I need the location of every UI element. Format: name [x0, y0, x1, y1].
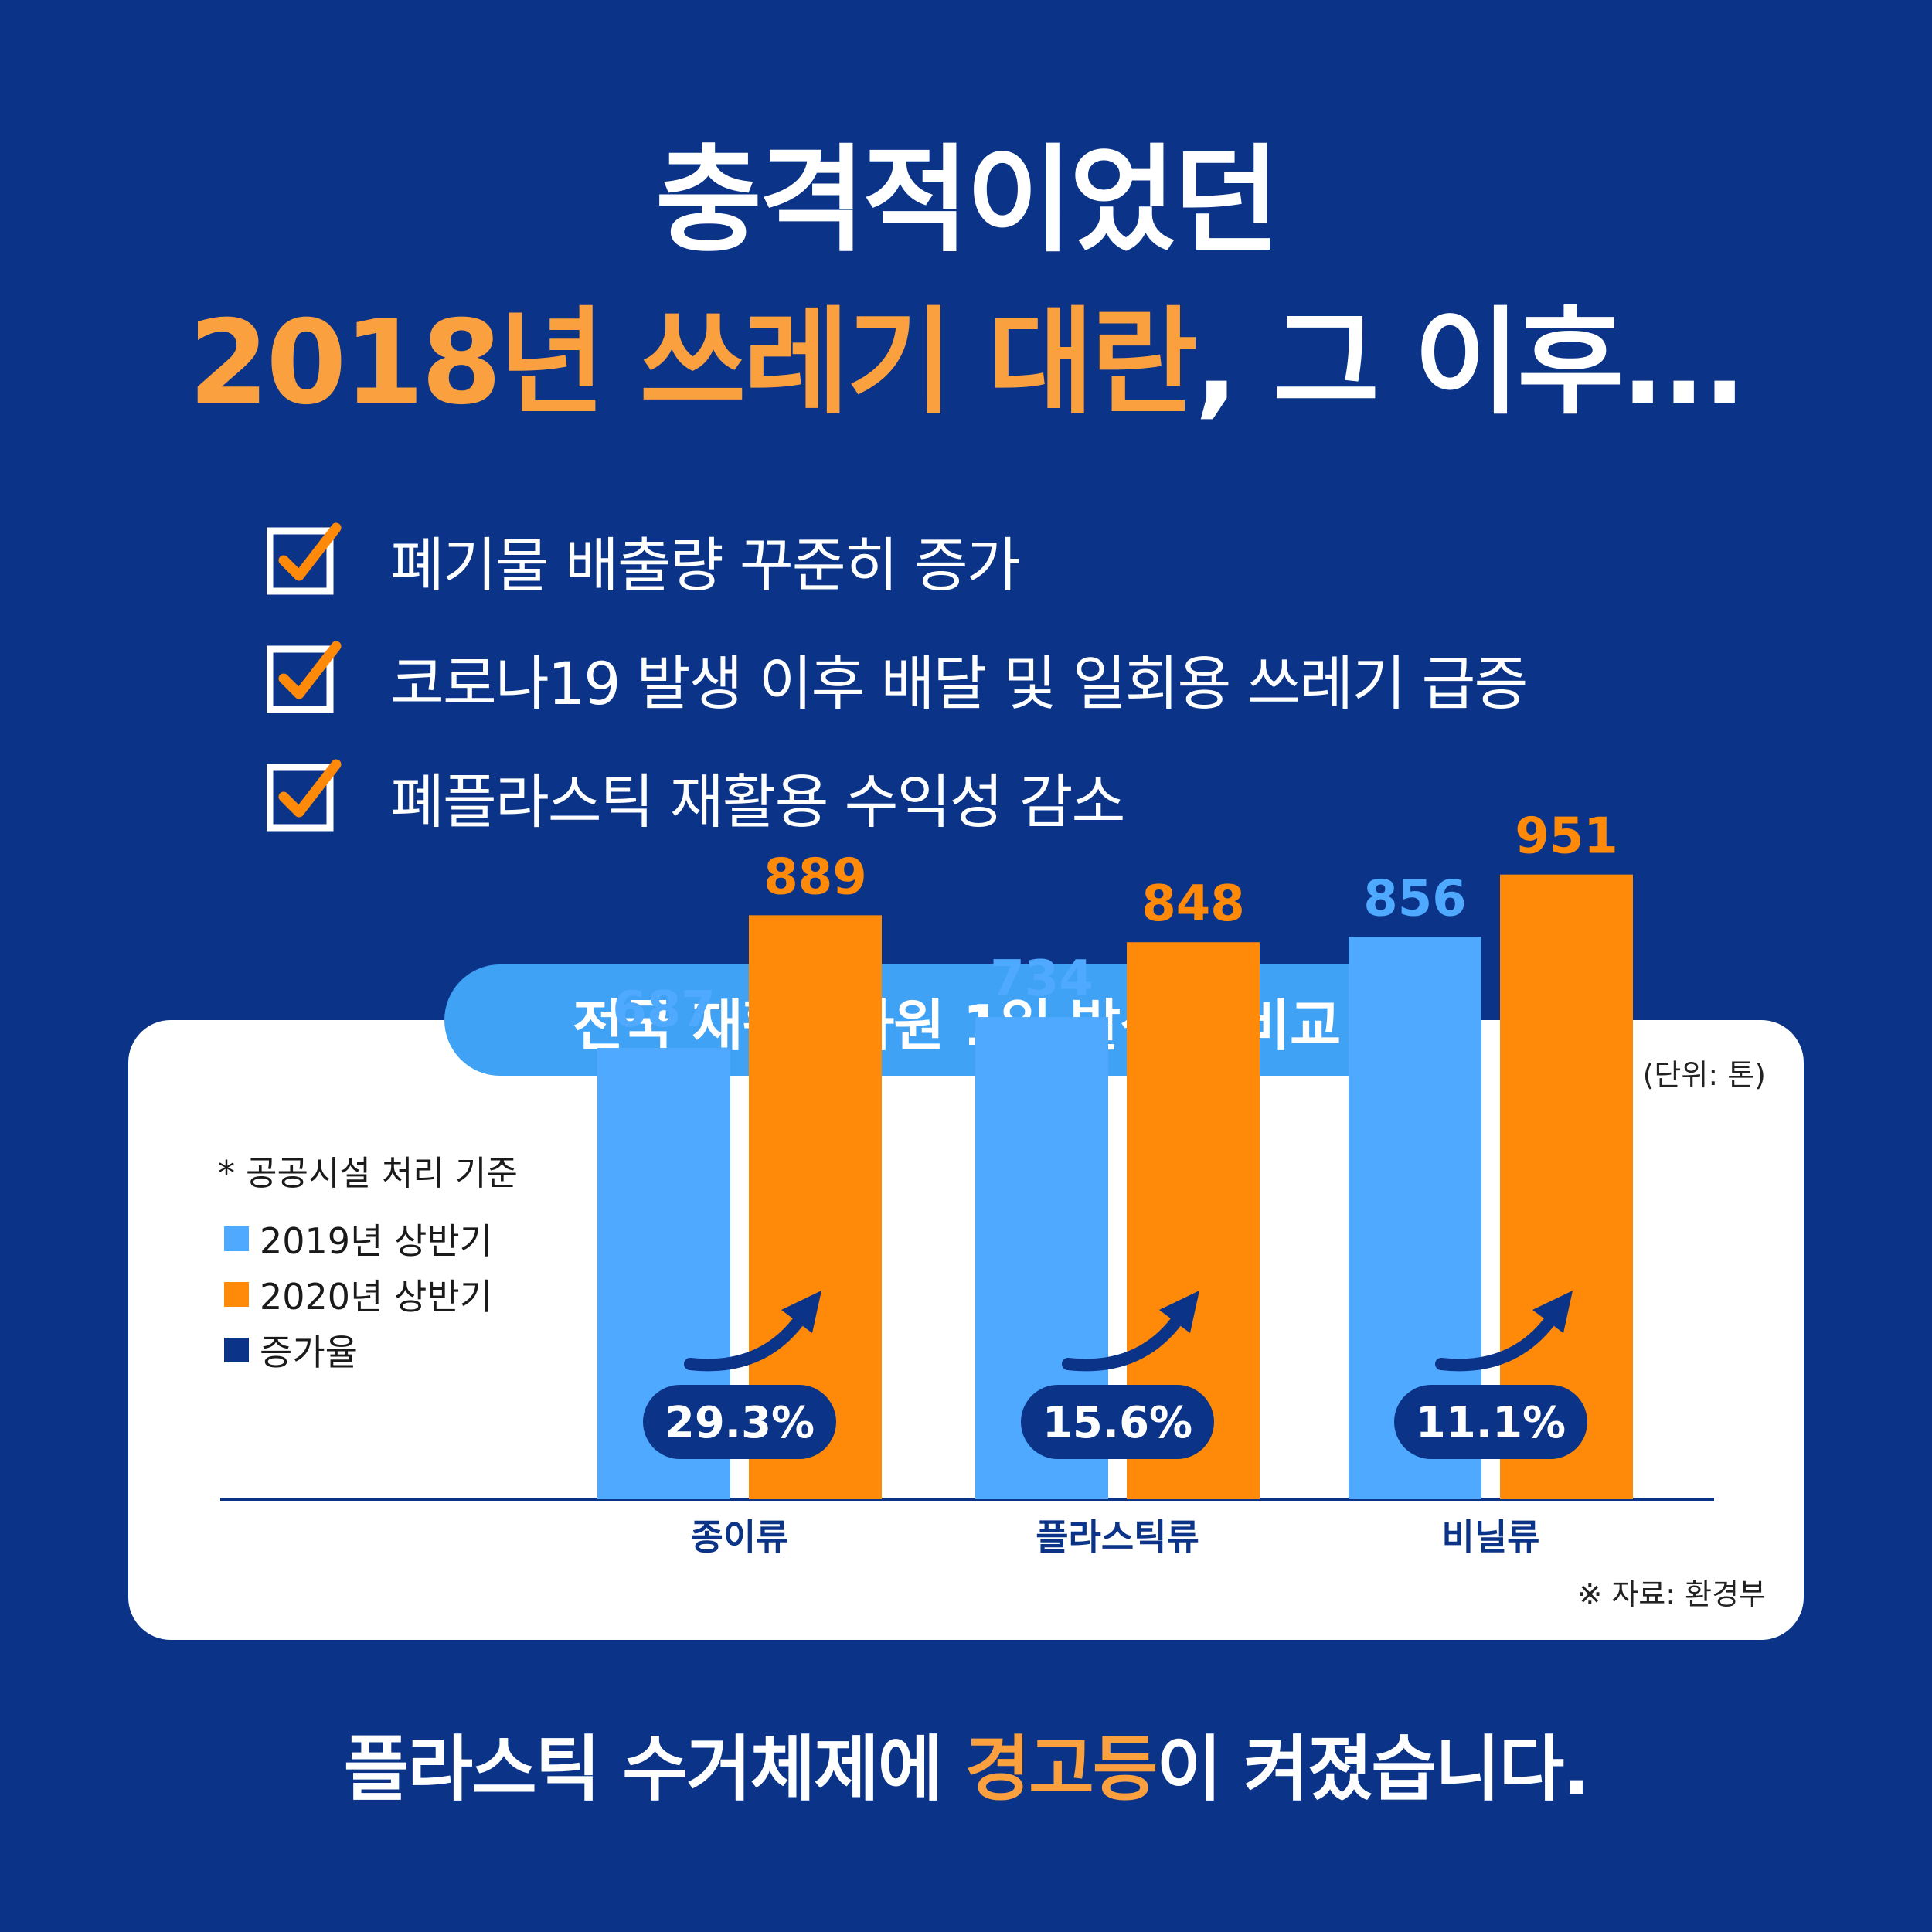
- footer-highlight: 경고등: [964, 1728, 1158, 1811]
- legend-swatch: [224, 1338, 249, 1362]
- data-label: 889: [764, 849, 867, 906]
- checklist-item-label: 폐기물 배출량 꾸준히 증가: [390, 531, 1021, 600]
- data-label: 687: [612, 981, 716, 1039]
- growth-rate-label: 15.6%: [1043, 1398, 1192, 1448]
- checkbox-checked-icon: [267, 759, 342, 832]
- growth-arrow-icon: [1062, 1315, 1182, 1372]
- footer-message: 플라스틱 수거체제에 경고등이 켜졌습니다.: [0, 1719, 1932, 1820]
- growth-rate-label: 29.3%: [665, 1398, 815, 1448]
- headline-line2: 2018년 쓰레기 대란, 그 이후...: [0, 298, 1932, 429]
- legend-item: 증가율: [224, 1327, 358, 1373]
- footer-pre: 플라스틱 수거체제에: [343, 1728, 965, 1811]
- category-label: 비닐류: [1442, 1516, 1540, 1558]
- growth-arrow-icon: [684, 1315, 804, 1372]
- growth-rate-pill: [1394, 1385, 1587, 1459]
- legend-swatch: [224, 1226, 249, 1251]
- legend-item: 2019년 상반기: [224, 1216, 492, 1262]
- growth-arrowhead-icon: [1532, 1291, 1573, 1333]
- checkbox-checked-icon: [267, 641, 342, 713]
- category-label: 플라스틱류: [1036, 1516, 1199, 1558]
- category-label: 종이류: [691, 1516, 789, 1558]
- basis-note: * 공공시설 처리 기준: [218, 1154, 518, 1193]
- checklist-item-label: 폐플라스틱 재활용 수익성 감소: [390, 767, 1125, 836]
- unit-label: (단위: 톤): [1642, 1058, 1766, 1092]
- growth-rate-pill: [643, 1385, 836, 1459]
- checklist-item-label: 코로나19 발생 이후 배달 및 일회용 쓰레기 급증: [390, 649, 1528, 718]
- data-label: 951: [1515, 808, 1618, 866]
- legend-label: 2019년 상반기: [260, 1220, 492, 1262]
- legend-label: 증가율: [260, 1332, 358, 1373]
- data-label: 848: [1141, 876, 1245, 933]
- data-label: 856: [1363, 870, 1467, 927]
- footer-post: 이 켜졌습니다.: [1156, 1728, 1590, 1811]
- legend-label: 2020년 상반기: [260, 1276, 492, 1318]
- checkbox-checked-icon: [267, 522, 342, 595]
- growth-rate-pill: [1021, 1385, 1214, 1459]
- checklist-item: 폐플라스틱 재활용 수익성 감소: [267, 754, 1735, 839]
- headline-rest: , 그 이후...: [1194, 296, 1747, 430]
- legend-swatch: [224, 1282, 249, 1307]
- growth-arrowhead-icon: [1159, 1291, 1199, 1333]
- headline-line1: 충격적이었던: [655, 134, 1280, 268]
- growth-arrowhead-icon: [781, 1291, 821, 1333]
- data-label: 734: [990, 951, 1094, 1008]
- checklist-item: 폐기물 배출량 꾸준히 증가: [267, 518, 1735, 603]
- source-note: ※ 자료: 환경부: [1577, 1577, 1766, 1611]
- growth-rate-label: 11.1%: [1416, 1398, 1566, 1448]
- growth-arrow-icon: [1435, 1315, 1556, 1372]
- headline-highlight: 2018년 쓰레기 대란: [188, 296, 1198, 430]
- legend-item: 2020년 상반기: [224, 1271, 492, 1318]
- checklist-item: 코로나19 발생 이후 배달 및 일회용 쓰레기 급증: [267, 636, 1735, 721]
